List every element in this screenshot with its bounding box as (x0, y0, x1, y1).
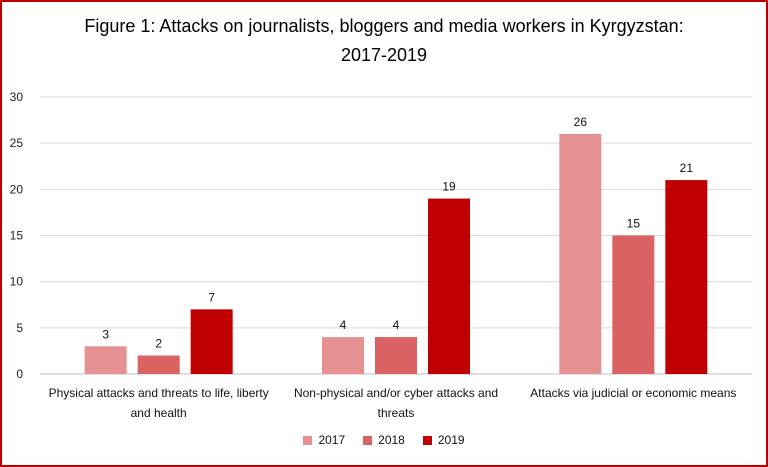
bar-2019 (428, 198, 470, 374)
legend-swatch (422, 435, 432, 445)
y-tick-label: 25 (10, 136, 24, 150)
y-tick-label: 20 (10, 182, 24, 196)
category-label: Physical attacks and threats to life, li… (49, 386, 269, 400)
legend-swatch (363, 435, 373, 445)
data-label: 7 (208, 290, 215, 304)
bar-2017 (84, 346, 127, 374)
data-label: 26 (574, 115, 588, 129)
chart-legend: 2017 2018 2019 (0, 433, 768, 447)
legend-label: 2018 (378, 433, 405, 447)
bar-2018 (137, 355, 180, 374)
bar-2018 (612, 235, 655, 374)
chart-title: Figure 1: Attacks on journalists, blogge… (0, 12, 768, 70)
data-label: 3 (102, 327, 109, 341)
y-tick-label: 10 (10, 275, 24, 289)
legend-label: 2019 (437, 433, 465, 447)
data-label: 15 (627, 217, 641, 231)
category-label: threats (378, 406, 415, 420)
legend-swatch (303, 435, 313, 445)
data-label: 21 (680, 161, 694, 175)
category-label: and health (131, 406, 187, 420)
data-label: 4 (340, 318, 347, 332)
bar-2017 (559, 133, 602, 374)
legend-item-2017: 2017 (303, 433, 345, 447)
legend-label: 2017 (318, 433, 346, 447)
legend-item-2018: 2018 (363, 433, 405, 447)
chart-title-line-1: Figure 1: Attacks on journalists, blogge… (84, 16, 684, 36)
legend-item-2019: 2019 (422, 433, 465, 447)
y-tick-label: 30 (10, 90, 24, 104)
data-label: 19 (442, 180, 456, 194)
y-tick-label: 0 (16, 367, 23, 381)
y-tick-label: 5 (16, 321, 23, 335)
y-tick-label: 15 (10, 229, 24, 243)
category-label: Attacks via judicial or economic means (530, 386, 736, 400)
chart-title-line-2: 2017-2019 (340, 45, 428, 65)
bar-2019 (190, 309, 233, 374)
data-label: 2 (155, 337, 162, 351)
data-label: 4 (393, 318, 400, 332)
bar-2017 (322, 337, 364, 374)
category-label: Non-physical and/or cyber attacks and (294, 386, 498, 400)
bar-2019 (665, 180, 708, 374)
bar-2018 (375, 337, 417, 374)
